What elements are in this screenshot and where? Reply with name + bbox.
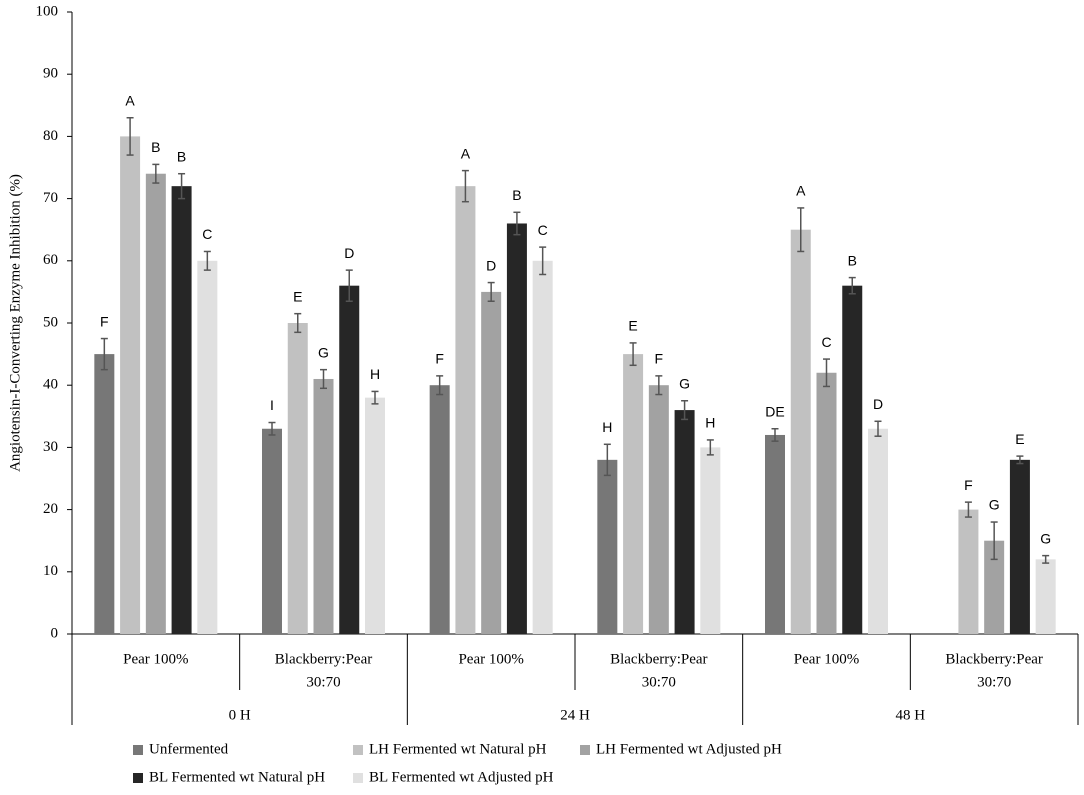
data-label: H — [602, 419, 612, 435]
bar — [339, 285, 360, 634]
legend-label: Unfermented — [149, 741, 229, 757]
data-label: D — [344, 245, 354, 261]
bar — [481, 291, 502, 634]
bar — [455, 186, 476, 634]
bar — [313, 378, 334, 634]
data-label: C — [821, 334, 831, 350]
bar — [700, 447, 721, 634]
data-label: G — [318, 344, 329, 360]
data-label: C — [538, 222, 548, 238]
bar — [674, 410, 695, 634]
data-label: E — [628, 318, 637, 334]
data-label: E — [1015, 431, 1024, 447]
bar — [648, 385, 669, 634]
y-tick-label: 0 — [51, 625, 59, 641]
data-label: A — [125, 92, 135, 108]
data-label: F — [655, 351, 664, 367]
data-label: B — [848, 252, 857, 268]
x-tick-label: 30:70 — [642, 674, 676, 690]
data-label: DE — [765, 403, 784, 419]
bar — [94, 354, 115, 634]
data-label: C — [202, 226, 212, 242]
data-label: G — [1040, 530, 1051, 546]
data-label: F — [100, 313, 109, 329]
data-label: F — [964, 477, 973, 493]
x-tick-label: Blackberry:Pear — [610, 651, 707, 667]
data-label: D — [486, 257, 496, 273]
group-label: 0 H — [229, 707, 251, 723]
bar — [145, 173, 166, 634]
y-tick-label: 40 — [43, 377, 58, 393]
bar — [816, 372, 837, 634]
data-label: E — [293, 288, 302, 304]
bar — [429, 385, 450, 634]
bar — [842, 285, 863, 634]
data-label: B — [512, 187, 521, 203]
legend-swatch — [133, 773, 143, 783]
y-tick-label: 60 — [43, 252, 58, 268]
data-label: A — [796, 183, 806, 199]
data-label: B — [177, 148, 186, 164]
bar — [506, 223, 527, 635]
x-tick-label: Pear 100% — [794, 651, 859, 667]
y-tick-label: 20 — [43, 501, 58, 517]
data-label: G — [679, 375, 690, 391]
bar — [120, 136, 141, 634]
y-axis-label: Angiotensin-I-Converting Enzyme Inhibiti… — [7, 174, 23, 472]
legend-label: BL Fermented wt Natural pH — [149, 769, 325, 785]
data-label: H — [370, 366, 380, 382]
y-tick-label: 70 — [43, 190, 58, 206]
bar — [262, 428, 282, 634]
y-tick-label: 50 — [43, 314, 58, 330]
x-tick-label: 30:70 — [306, 674, 340, 690]
bar — [597, 459, 618, 634]
data-label: A — [461, 145, 471, 161]
y-tick-label: 100 — [36, 3, 59, 19]
bar — [532, 260, 553, 634]
legend-label: LH Fermented wt Adjusted pH — [596, 741, 782, 757]
bar — [1035, 559, 1056, 634]
legend-swatch — [353, 773, 363, 783]
y-tick-label: 10 — [43, 563, 58, 579]
bar — [287, 323, 308, 634]
x-tick-label: Blackberry:Pear — [275, 651, 372, 667]
y-tick-label: 80 — [43, 128, 58, 144]
x-tick-label: 30:70 — [977, 674, 1011, 690]
bar — [623, 354, 644, 634]
bar — [1009, 459, 1030, 634]
data-label: I — [270, 397, 274, 413]
x-tick-label: Blackberry:Pear — [945, 651, 1042, 667]
x-tick-label: Pear 100% — [123, 651, 188, 667]
bar — [365, 397, 385, 634]
legend-label: LH Fermented wt Natural pH — [369, 741, 547, 757]
x-tick-label: Pear 100% — [458, 651, 523, 667]
data-label: H — [705, 415, 715, 431]
group-label: 48 H — [896, 707, 926, 723]
bar — [790, 229, 811, 634]
y-tick-label: 90 — [43, 66, 58, 82]
legend-swatch — [133, 745, 143, 755]
bar — [984, 540, 1005, 634]
legend-swatch — [580, 745, 590, 755]
legend-swatch — [353, 745, 363, 755]
data-label: D — [873, 396, 883, 412]
data-label: G — [989, 497, 1000, 513]
data-label: F — [435, 351, 444, 367]
bar — [765, 434, 785, 634]
bar — [171, 186, 192, 634]
group-label: 24 H — [560, 707, 590, 723]
bar — [197, 260, 218, 634]
y-tick-label: 30 — [43, 439, 58, 455]
legend-label: BL Fermented wt Adjusted pH — [369, 769, 554, 785]
data-label: B — [151, 139, 160, 155]
bar — [868, 428, 888, 634]
bar — [958, 509, 979, 634]
